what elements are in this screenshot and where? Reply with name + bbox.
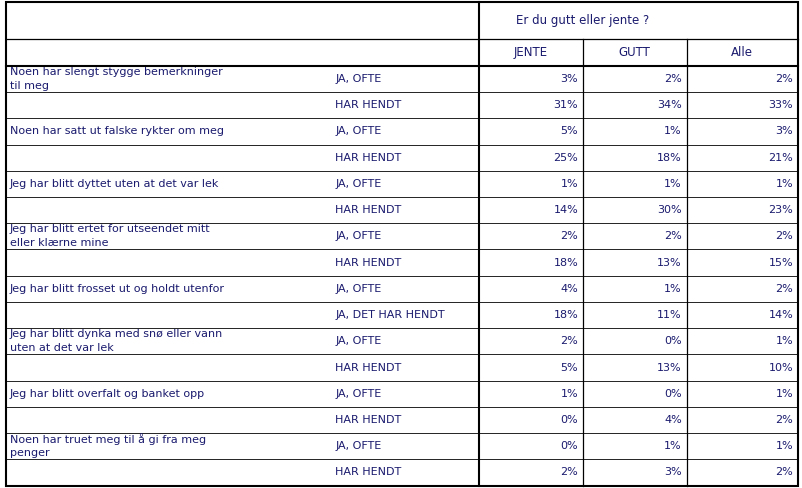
Text: Noen har truet meg til å gi fra meg: Noen har truet meg til å gi fra meg: [10, 433, 206, 445]
Text: JA, OFTE: JA, OFTE: [335, 74, 382, 84]
Text: 14%: 14%: [553, 205, 578, 215]
Text: 3%: 3%: [561, 74, 578, 84]
Text: 4%: 4%: [561, 284, 578, 294]
Text: JA, OFTE: JA, OFTE: [335, 441, 382, 451]
Text: 1%: 1%: [776, 179, 793, 189]
Text: 1%: 1%: [776, 441, 793, 451]
Text: 33%: 33%: [768, 100, 793, 110]
Text: Jeg har blitt frosset ut og holdt utenfor: Jeg har blitt frosset ut og holdt utenfo…: [10, 284, 225, 294]
Text: 25%: 25%: [553, 153, 578, 163]
Text: 4%: 4%: [664, 415, 682, 425]
Text: JA, OFTE: JA, OFTE: [335, 389, 382, 399]
Text: 13%: 13%: [657, 258, 682, 267]
Text: 1%: 1%: [664, 284, 682, 294]
Text: 2%: 2%: [561, 468, 578, 477]
Text: penger: penger: [10, 448, 49, 458]
Text: 34%: 34%: [657, 100, 682, 110]
Text: HAR HENDT: HAR HENDT: [335, 258, 402, 267]
Text: til meg: til meg: [10, 81, 49, 91]
Text: 18%: 18%: [553, 258, 578, 267]
Text: 14%: 14%: [768, 310, 793, 320]
Text: 1%: 1%: [561, 179, 578, 189]
Text: JENTE: JENTE: [514, 46, 548, 59]
Text: 18%: 18%: [553, 310, 578, 320]
Text: uten at det var lek: uten at det var lek: [10, 344, 113, 353]
Text: HAR HENDT: HAR HENDT: [335, 205, 402, 215]
Text: JA, OFTE: JA, OFTE: [335, 126, 382, 137]
Text: 18%: 18%: [657, 153, 682, 163]
Text: JA, OFTE: JA, OFTE: [335, 336, 382, 346]
Text: JA, OFTE: JA, OFTE: [335, 284, 382, 294]
Text: Noen har slengt stygge bemerkninger: Noen har slengt stygge bemerkninger: [10, 67, 222, 77]
Text: JA, DET HAR HENDT: JA, DET HAR HENDT: [335, 310, 445, 320]
Text: 23%: 23%: [768, 205, 793, 215]
Text: 2%: 2%: [776, 74, 793, 84]
Text: Er du gutt eller jente ?: Er du gutt eller jente ?: [516, 14, 650, 27]
Text: Jeg har blitt dyttet uten at det var lek: Jeg har blitt dyttet uten at det var lek: [10, 179, 219, 189]
Text: 3%: 3%: [664, 468, 682, 477]
Text: HAR HENDT: HAR HENDT: [335, 363, 402, 372]
Text: Alle: Alle: [731, 46, 753, 59]
Text: 1%: 1%: [561, 389, 578, 399]
Text: HAR HENDT: HAR HENDT: [335, 153, 402, 163]
Text: 2%: 2%: [664, 74, 682, 84]
Text: 5%: 5%: [561, 126, 578, 137]
Text: 2%: 2%: [561, 336, 578, 346]
Text: 10%: 10%: [768, 363, 793, 372]
Text: Jeg har blitt dynka med snø eller vann: Jeg har blitt dynka med snø eller vann: [10, 329, 223, 339]
Text: 31%: 31%: [553, 100, 578, 110]
Text: 11%: 11%: [657, 310, 682, 320]
Text: 30%: 30%: [657, 205, 682, 215]
Text: 1%: 1%: [664, 126, 682, 137]
Text: 2%: 2%: [776, 231, 793, 242]
Text: Jeg har blitt ertet for utseendet mitt: Jeg har blitt ertet for utseendet mitt: [10, 224, 210, 234]
Text: 3%: 3%: [776, 126, 793, 137]
Text: 0%: 0%: [561, 415, 578, 425]
Text: 2%: 2%: [776, 468, 793, 477]
Text: 0%: 0%: [664, 389, 682, 399]
Text: 1%: 1%: [776, 389, 793, 399]
Text: eller klærne mine: eller klærne mine: [10, 239, 108, 248]
Text: 1%: 1%: [664, 179, 682, 189]
Text: 15%: 15%: [768, 258, 793, 267]
Text: 0%: 0%: [561, 441, 578, 451]
Text: GUTT: GUTT: [619, 46, 650, 59]
Text: 1%: 1%: [664, 441, 682, 451]
Text: 2%: 2%: [561, 231, 578, 242]
Text: 2%: 2%: [776, 415, 793, 425]
Text: HAR HENDT: HAR HENDT: [335, 100, 402, 110]
Text: 21%: 21%: [768, 153, 793, 163]
Text: HAR HENDT: HAR HENDT: [335, 415, 402, 425]
Text: HAR HENDT: HAR HENDT: [335, 468, 402, 477]
Text: 2%: 2%: [776, 284, 793, 294]
Text: JA, OFTE: JA, OFTE: [335, 179, 382, 189]
Text: 13%: 13%: [657, 363, 682, 372]
Text: Jeg har blitt overfalt og banket opp: Jeg har blitt overfalt og banket opp: [10, 389, 205, 399]
Text: Noen har satt ut falske rykter om meg: Noen har satt ut falske rykter om meg: [10, 126, 224, 137]
Text: JA, OFTE: JA, OFTE: [335, 231, 382, 242]
Text: 1%: 1%: [776, 336, 793, 346]
Text: 0%: 0%: [664, 336, 682, 346]
Text: 2%: 2%: [664, 231, 682, 242]
Text: 5%: 5%: [561, 363, 578, 372]
